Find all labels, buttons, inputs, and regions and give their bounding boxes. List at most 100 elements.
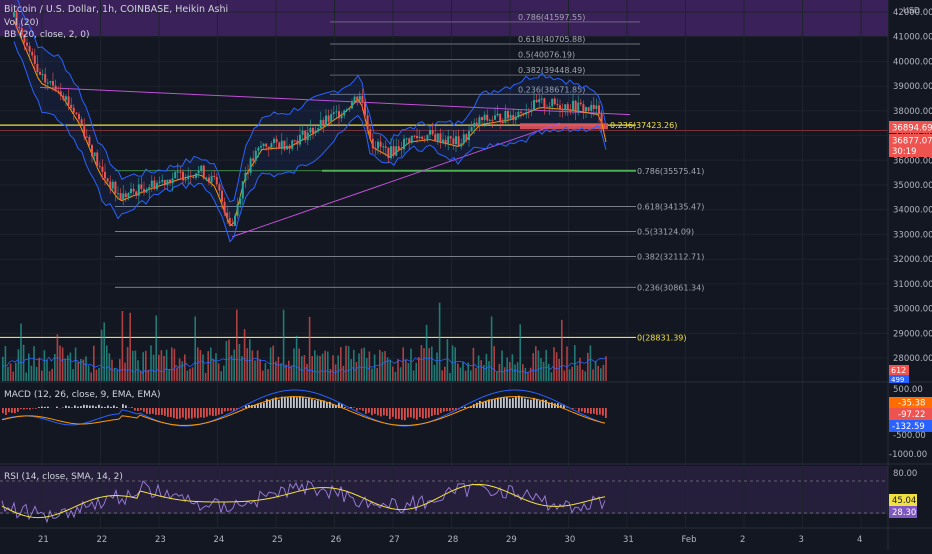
volume-bar [332, 355, 334, 381]
macd-hist [428, 408, 430, 418]
macd-hist [5, 408, 7, 415]
volume-bar [392, 366, 394, 381]
candle-body [523, 113, 525, 115]
macd-hist [305, 399, 307, 408]
volume-bar [590, 345, 592, 381]
volume-bar [15, 363, 17, 381]
candle-body [286, 146, 288, 150]
candle-body [213, 176, 215, 177]
candle-body [346, 110, 348, 111]
macd-hist [47, 407, 49, 408]
volume-bar [408, 363, 410, 381]
macd-hist [398, 408, 400, 419]
candle-body [406, 138, 408, 139]
macd-tick-neg1000: -1000.00 [889, 450, 927, 460]
candle-body [520, 112, 522, 113]
volume-bar [246, 348, 248, 381]
volume-bar [491, 316, 493, 381]
volume-bar [460, 367, 462, 381]
countdown-text: 30:19 [892, 147, 917, 157]
price-tick: 32000.00 [893, 255, 932, 265]
candle-body [268, 147, 270, 149]
candle-body [65, 96, 67, 100]
volume-bar [244, 329, 246, 381]
candle-body [328, 116, 330, 122]
macd-hist [410, 408, 412, 417]
price-tick: 30000.00 [893, 305, 932, 315]
macd-hist [98, 405, 100, 408]
candle-body [510, 115, 512, 118]
macd-hist [536, 399, 538, 408]
volume-bar [270, 348, 272, 381]
candle-body [442, 140, 444, 143]
macd-badge-hist-text: -35.38 [898, 399, 925, 409]
candle-body [367, 115, 369, 129]
macd-hist [92, 405, 94, 408]
volume-bar [223, 366, 225, 381]
volume-bar [168, 369, 170, 381]
volume-bar [480, 360, 482, 381]
volume-bar [205, 373, 207, 381]
candle-body [107, 178, 109, 181]
macd-hist [182, 408, 184, 417]
volume-bar [25, 373, 27, 381]
macd-hist [224, 408, 226, 411]
macd-hist [374, 408, 376, 414]
volume-bar [7, 367, 9, 381]
price-tick: 34000.00 [893, 206, 932, 216]
macd-hist [527, 399, 529, 408]
macd-hist [71, 407, 73, 408]
rsi-legend[interactable]: RSI (14, close, SMA, 14, 2) [4, 472, 123, 482]
candle-body [416, 136, 418, 138]
candle-body [419, 137, 421, 138]
macd-hist [173, 408, 175, 418]
candle-body [556, 104, 558, 105]
rsi-badge-ma-text: 45.04 [892, 496, 916, 506]
rsi-band [0, 466, 888, 514]
candle-body [499, 114, 501, 122]
candle-body [39, 72, 41, 75]
rsi-badge-rsi-text: 28.30 [892, 508, 916, 518]
candle-body [585, 107, 587, 111]
volume-bar [597, 366, 599, 381]
bb-legend[interactable]: BB (20, close, 2, 0) [4, 30, 89, 40]
candle-body [231, 225, 233, 226]
volume-bar [595, 361, 597, 381]
volume-bar [200, 350, 202, 381]
candle-body [598, 105, 600, 114]
candle-body [60, 91, 62, 95]
candle-body [372, 139, 374, 148]
volume-bar [382, 352, 384, 381]
volume-bar [166, 350, 168, 381]
volume-bar [496, 372, 498, 381]
macd-hist [434, 408, 436, 415]
volume-bar [322, 354, 324, 381]
candle-body [380, 142, 382, 147]
candle-body [182, 172, 184, 180]
candle-body [317, 128, 319, 131]
volume-bar [153, 355, 155, 381]
candle-body [125, 193, 127, 197]
vol-legend[interactable]: Vol (20) [4, 18, 39, 28]
candle-body [52, 81, 54, 85]
fib-lower-label: 0.236(30861.34) [637, 283, 704, 292]
vol-badge-1-text: 612 [891, 366, 906, 375]
volume-bar [44, 350, 46, 381]
macd-hist [20, 408, 22, 409]
macd-hist [320, 400, 322, 408]
symbol-title[interactable]: Bitcoin / U.S. Dollar, 1h, COINBASE, Hei… [4, 4, 228, 15]
candle-body [151, 181, 153, 188]
fib-upper-label: 0.618(40705.88) [518, 35, 585, 44]
candle-body [549, 106, 551, 107]
macd-legend[interactable]: MACD (12, 26, close, 9, EMA, EMA) [4, 390, 161, 400]
candle-body [296, 141, 298, 145]
candle-body [343, 110, 345, 115]
candle-body [580, 103, 582, 104]
price-axis[interactable]: 42000.0041000.0040000.0039000.0038000.00… [893, 8, 932, 364]
volume-bar [137, 360, 139, 381]
candle-body [439, 133, 441, 142]
candle-body [572, 101, 574, 111]
candle-body [463, 134, 465, 143]
volume-bar [150, 345, 152, 381]
